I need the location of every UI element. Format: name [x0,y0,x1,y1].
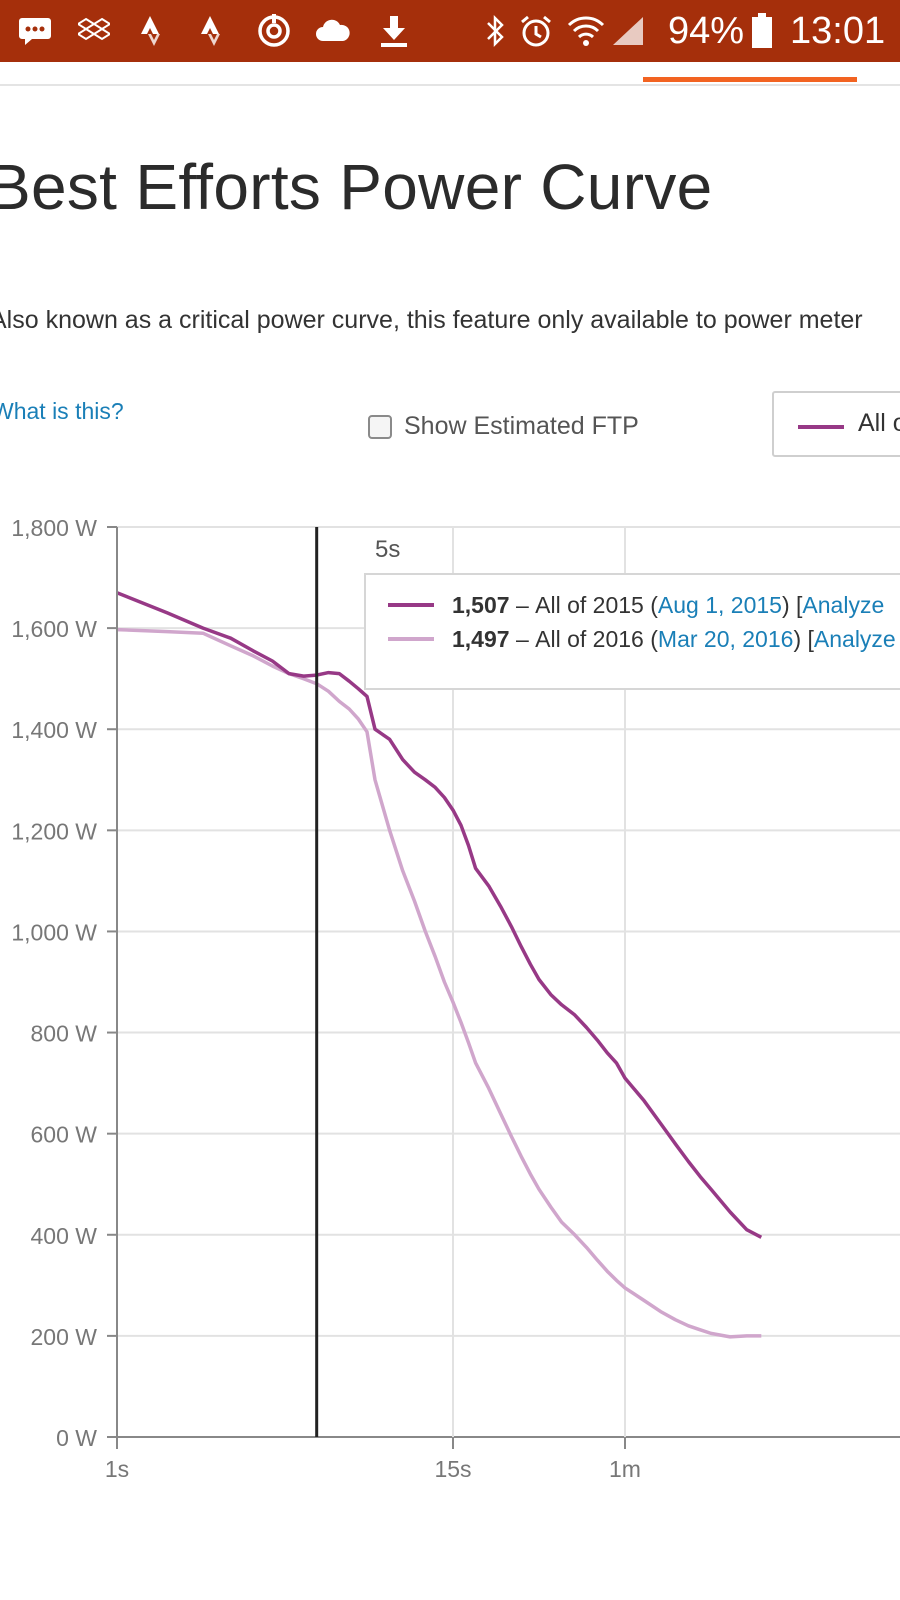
ftp-checkbox[interactable] [368,414,392,439]
y-tick-label: 1,600 W [11,616,97,642]
tab-strip [0,62,900,86]
cloud-icon [314,14,352,48]
status-bar: 94% 13:01 [0,0,900,62]
chat-icon [17,14,53,48]
signal-icon [610,14,646,48]
x-tick-label: 1m [609,1456,641,1482]
chart-axes: 0 W 200 W 400 W 600 W 800 W 1,000 W 1,200 W 1,4… [11,515,641,1482]
battery-percent: 94% [668,10,745,52]
tooltip-value: 1,507 [452,591,510,618]
tooltip-swatch-2016 [388,637,434,641]
tooltip-swatch-2015 [388,603,434,607]
page-description: Also known as a critical power curve, th… [0,306,863,334]
legend-swatch [798,425,844,429]
alarm-icon [518,14,554,48]
chart-tooltip: 1,507 – All of 2015 ( Aug 1, 2015 ) [ An… [364,573,900,690]
y-tick-label: 1,000 W [11,919,97,945]
clock: 13:01 [790,10,886,52]
tooltip-paren-open: ( [643,625,658,652]
tooltip-analyze-link[interactable]: Analyze [813,625,896,652]
tooltip-date-link[interactable]: Aug 1, 2015 [657,591,782,618]
y-tick-label: 1,800 W [11,515,97,541]
show-estimated-ftp-toggle[interactable]: Show Estimated FTP [368,412,639,441]
y-tick-label: 0 W [56,1425,97,1451]
y-tick-label: 1,400 W [11,717,97,743]
strava-icon [138,14,168,48]
download-icon [378,14,410,48]
bluetooth-icon [484,14,506,48]
y-tick-label: 1,200 W [11,818,97,844]
what-is-this-link[interactable]: What is this? [0,398,124,424]
page-title: Best Efforts Power Curve [0,151,713,223]
tooltip-value: 1,497 [452,625,510,652]
tooltip-date-link[interactable]: Mar 20, 2016 [657,625,794,652]
active-tab-indicator[interactable] [643,77,857,82]
series-line-2015 [116,591,763,1239]
series-select-label: All of [858,409,900,437]
x-tick-label: 15s [434,1456,471,1482]
tooltip-paren-close: ) [ [781,591,803,618]
y-tick-label: 600 W [31,1122,98,1148]
dropbox-icon [76,14,112,48]
battery-icon [750,13,774,48]
tooltip-series-name: All of 2015 [535,591,644,618]
chart-series [116,591,763,1339]
tooltip-paren-close: ) [ [793,625,814,652]
y-tick-label: 400 W [31,1223,98,1249]
cursor-time-label: 5s [375,536,401,563]
series-line-2016 [116,627,762,1339]
y-tick-label: 200 W [31,1324,98,1350]
series-select[interactable]: All of [772,391,900,457]
strava-icon [198,14,228,48]
tooltip-row-2016: 1,497 – All of 2016 ( Mar 20, 2016 ) [ A… [388,623,896,655]
y-tick-label: 800 W [31,1021,98,1047]
tooltip-analyze-link[interactable]: Analyze [802,591,885,618]
wifi-icon [566,14,606,48]
tooltip-separator: – [509,591,536,618]
tooltip-series-name: All of 2016 [535,625,644,652]
tooltip-paren-open: ( [643,591,658,618]
ftp-checkbox-label: Show Estimated FTP [404,412,639,440]
tooltip-separator: – [509,625,536,652]
tooltip-row-2015: 1,507 – All of 2015 ( Aug 1, 2015 ) [ An… [388,589,884,621]
x-tick-label: 1s [105,1456,129,1482]
sync-icon [256,14,292,48]
